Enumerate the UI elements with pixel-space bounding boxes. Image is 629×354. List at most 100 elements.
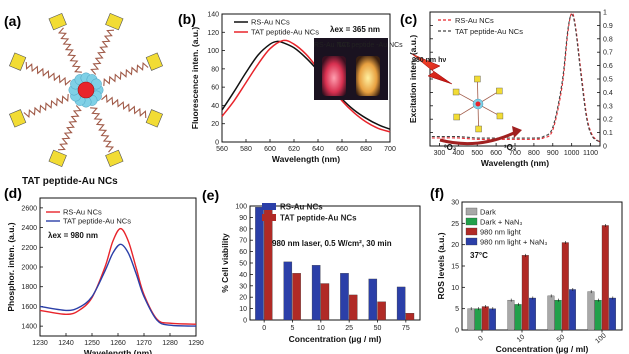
- y-tick-label: 0: [603, 144, 607, 151]
- y-tick-label: 30: [239, 283, 247, 290]
- series-line-rs: [221, 40, 391, 130]
- mini-block: [452, 88, 460, 96]
- bar-1-3: [594, 299, 602, 331]
- bar-0-1: [283, 261, 293, 321]
- y-tick-label: 80: [211, 66, 219, 73]
- peptide-spring: [57, 27, 82, 73]
- ligand-block: [9, 52, 27, 71]
- y-tick-label: 20: [239, 295, 247, 302]
- x-tick-label: 600: [490, 150, 502, 157]
- bar-2-1: [521, 255, 529, 331]
- y-tick-label: 0.8: [603, 36, 613, 43]
- x-tick-label: 1100: [583, 150, 598, 157]
- legend-label: RS-Au NCs: [251, 18, 290, 27]
- legend-label: Dark + NaN₃: [480, 218, 522, 227]
- y-tick-label: 80: [239, 226, 247, 233]
- x-axis-label: Concentration (µg / ml): [496, 344, 589, 354]
- chart-f-ros-levels: 0 5 10 15 20 25 30 0 10 50 100 Concentration (µg / …: [436, 200, 623, 354]
- triplet-oxygen-label: ³O₂: [444, 143, 457, 152]
- x-tick-label: 900: [547, 150, 559, 157]
- peptide-spring: [90, 29, 115, 75]
- series-line-rs: [431, 12, 601, 143]
- x-tick-label: 1250: [84, 340, 100, 347]
- legend-swatch: [465, 227, 478, 236]
- bar-3-2: [569, 289, 576, 331]
- x-axis-label: Wavelength (nm): [84, 348, 152, 354]
- arrowhead-icon: [512, 126, 522, 138]
- panel-label-f: (f): [430, 185, 444, 201]
- y-tick-label: 60: [239, 249, 247, 256]
- ligand-block: [145, 109, 163, 128]
- x-tick-label: 1230: [32, 340, 48, 347]
- bar-0-0: [255, 206, 264, 321]
- bar-2-0: [481, 306, 489, 331]
- bar-1-1: [514, 304, 522, 331]
- y-tick-label: 20: [451, 242, 459, 249]
- x-tick-label: 580: [240, 146, 252, 153]
- x-axis-label: Wavelength (nm): [272, 154, 340, 164]
- inset-label-tat: TAT peptide -Au NCs: [337, 42, 403, 49]
- bar-1-4: [377, 301, 386, 321]
- y-tick-label: 0.4: [603, 90, 613, 97]
- mini-block: [496, 87, 503, 95]
- bar-2-3: [601, 225, 609, 331]
- y-tick-label: 0.2: [603, 117, 613, 124]
- y-tick-label: 60: [211, 85, 219, 92]
- panel-a-caption: TAT peptide-Au NCs: [22, 176, 118, 187]
- vial-tat: [356, 56, 380, 96]
- bar-3-1: [529, 297, 536, 331]
- temperature-annotation: 37°C: [470, 251, 488, 260]
- legend-label: TAT peptide-Au NCs: [280, 214, 357, 223]
- y-tick-label: 0.3: [603, 103, 613, 110]
- chart-b-fluorescence: 560 580 600 620 640 660 680 700 0 20 40 60 80 100 120 1…: [190, 12, 403, 165]
- peptide-spring: [57, 105, 82, 151]
- legend-label: RS-Au NCs: [455, 16, 494, 25]
- ligand-block: [9, 109, 27, 128]
- peptide-spring: [90, 107, 115, 153]
- gold-core: [77, 81, 95, 99]
- x-tick-label: 500: [471, 150, 483, 157]
- legend-label: TAT peptide-Au NCs: [455, 27, 523, 36]
- x-tick-label: 10: [317, 325, 325, 332]
- chart-d-phosphorescence: 1230 1240 1250 1260 1270 1280 1290 1400 1600 1800…: [6, 197, 204, 354]
- x-tick-label: 800: [528, 150, 540, 157]
- mini-block: [453, 113, 460, 121]
- legend-label: 980 nm light + NaN₃: [480, 238, 547, 247]
- ligand-block: [145, 52, 163, 71]
- x-tick-label: 100: [594, 332, 608, 345]
- x-tick-label: 1290: [188, 340, 204, 347]
- inset-label-rs: RS-Au NCs: [314, 42, 351, 49]
- x-tick-label: 75: [402, 325, 410, 332]
- panel-label-b: (b): [178, 11, 196, 27]
- legend-label: RS-Au NCs: [63, 208, 102, 217]
- series-line-tat: [431, 14, 601, 143]
- legend-swatch: [465, 217, 478, 226]
- y-tick-label: 20: [211, 121, 219, 128]
- bar-1-2: [320, 283, 330, 321]
- y-tick-label: 5: [455, 306, 459, 313]
- x-tick-label: 700: [509, 150, 521, 157]
- y-tick-label: 25: [451, 221, 459, 228]
- bar-0-2: [547, 295, 555, 331]
- y-tick-label: 100: [235, 204, 247, 211]
- y-tick-label: 10: [451, 285, 459, 292]
- y-tick-label: 10: [239, 306, 247, 313]
- y-axis-label: Phosphor. inten. (a.u.): [6, 222, 16, 311]
- peptide-spring: [103, 61, 149, 86]
- bar-3-3: [609, 297, 616, 331]
- bar-1-5: [405, 313, 415, 321]
- laser-bolt-icon: [411, 53, 453, 85]
- mini-block: [475, 125, 482, 133]
- y-tick-label: 2200: [21, 245, 37, 252]
- y-tick-label: 70: [239, 238, 247, 245]
- legend-label: TAT peptide-Au NCs: [63, 217, 131, 226]
- bar-0-2: [311, 265, 321, 321]
- x-tick-label: 620: [288, 146, 300, 153]
- y-tick-label: 120: [207, 30, 219, 37]
- x-tick-label: 660: [336, 146, 348, 153]
- y-axis-label: Fluorescence inten. (a.u.): [190, 27, 200, 130]
- x-tick-label: 1280: [162, 340, 178, 347]
- conversion-arrow-icon: [439, 130, 517, 146]
- y-tick-label: 90: [239, 215, 247, 222]
